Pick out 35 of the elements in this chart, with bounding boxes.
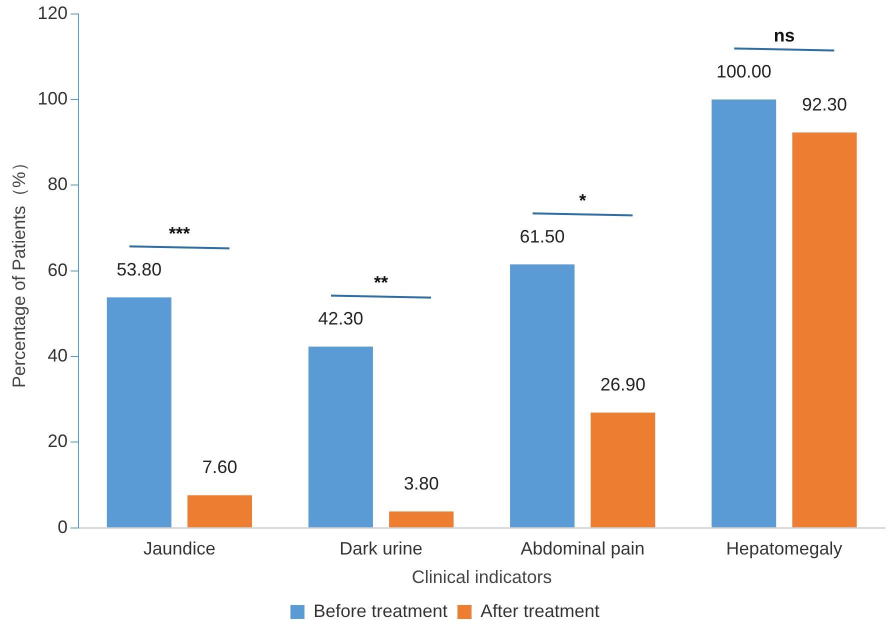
y-tick-label: 60: [48, 260, 68, 280]
data-label: 7.60: [202, 457, 238, 478]
y-tick-label: 80: [48, 174, 68, 194]
data-label: 53.80: [116, 259, 162, 280]
data-label: 92.30: [802, 94, 848, 114]
bar: [308, 346, 373, 528]
x-tick-label: Hepatomegaly: [726, 538, 842, 559]
y-tick-label: 40: [48, 345, 68, 366]
bar: [712, 99, 776, 528]
x-tick-label: Dark urine: [340, 538, 423, 559]
bar: [389, 512, 454, 528]
y-tick-label: 20: [48, 431, 68, 452]
data-label: 42.30: [318, 308, 364, 329]
bar: [106, 297, 172, 528]
bar: [792, 132, 857, 528]
data-label: 100.00: [716, 61, 772, 82]
legend-label: After treatment: [480, 600, 600, 621]
bar: [590, 412, 656, 528]
bar: [510, 264, 575, 528]
bar: [187, 495, 252, 528]
data-label: 26.90: [600, 374, 646, 395]
annotation: **: [374, 272, 388, 293]
y-tick-label: 100: [38, 88, 68, 108]
y-axis-title: Percentage of Patients（%）: [8, 154, 29, 388]
legend-label: Before treatment: [313, 600, 448, 621]
y-tick-label: 120: [38, 2, 68, 23]
y-tick-label: 0: [58, 516, 68, 537]
x-tick-label: Abdominal pain: [520, 538, 645, 559]
x-axis-title: Clinical indicators: [412, 567, 552, 588]
annotation: ns: [774, 25, 795, 46]
data-label: 3.80: [404, 473, 439, 494]
data-label: 61.50: [520, 226, 565, 246]
annotation: ***: [168, 223, 190, 244]
annotation: *: [579, 190, 586, 210]
x-tick-label: Jaundice: [143, 538, 216, 559]
